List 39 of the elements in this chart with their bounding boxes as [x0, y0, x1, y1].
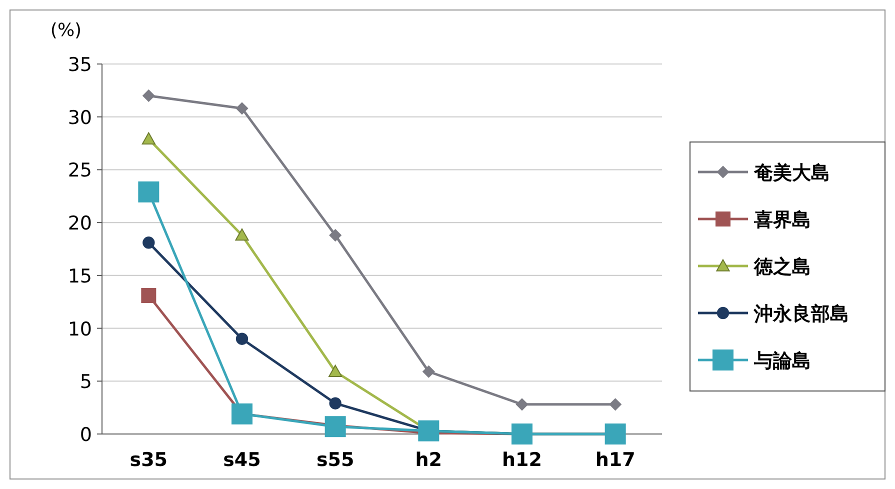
- legend-label: 沖永良部島: [753, 303, 849, 325]
- point: [138, 181, 160, 202]
- legend-label: 徳之島: [753, 256, 811, 278]
- legend-label: 与論島: [753, 350, 811, 372]
- y-tick-label: 0: [80, 424, 92, 446]
- x-tick-label: h17: [595, 449, 636, 471]
- y-axis-title: (%): [50, 20, 82, 41]
- y-tick-label: 30: [68, 106, 92, 129]
- point: [604, 424, 626, 444]
- x-tick-label: s45: [223, 449, 261, 471]
- x-tick-label: h2: [415, 449, 442, 471]
- x-tick-label: s35: [130, 449, 168, 471]
- legend-label: 喜界島: [753, 209, 811, 231]
- y-tick-label: 20: [68, 212, 92, 235]
- point: [512, 424, 532, 444]
- point: [141, 288, 156, 304]
- y-tick-label: 15: [68, 265, 92, 288]
- point: [235, 228, 249, 241]
- y-tick-label: 10: [68, 318, 92, 340]
- point: [516, 398, 528, 410]
- x-tick-label: s55: [316, 449, 354, 471]
- point: [236, 332, 248, 345]
- legend-label: 奄美大島: [753, 162, 830, 184]
- point: [232, 403, 252, 424]
- point: [422, 366, 435, 378]
- y-tick-label: 35: [68, 54, 92, 76]
- y-tick-label: 5: [80, 371, 92, 394]
- point: [328, 364, 342, 378]
- point: [142, 236, 155, 249]
- y-tick-label: 25: [68, 160, 92, 182]
- x-tick-label: h12: [502, 449, 542, 471]
- point: [418, 420, 440, 442]
- point: [324, 416, 346, 438]
- point: [609, 398, 622, 410]
- point: [236, 102, 248, 114]
- point: [142, 132, 156, 144]
- point: [329, 397, 342, 410]
- point: [142, 90, 155, 102]
- point: [329, 229, 342, 242]
